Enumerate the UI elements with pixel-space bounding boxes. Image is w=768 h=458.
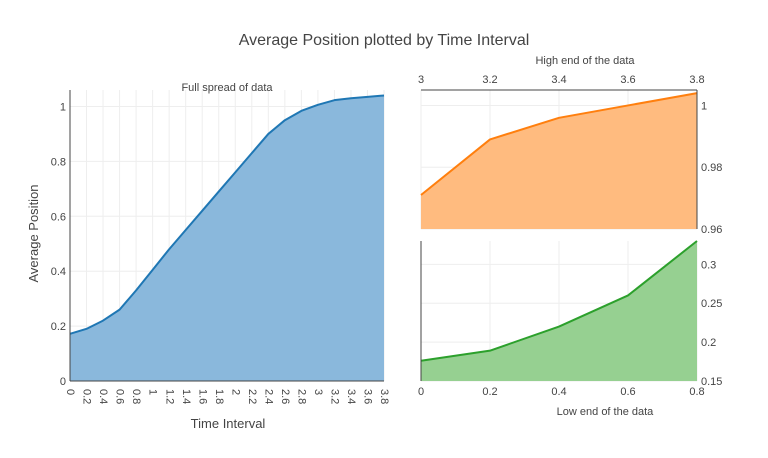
high-series-line <box>420 92 698 196</box>
main-x-tick-label: 0.8 <box>130 389 142 404</box>
main-x-tick-label: 3.6 <box>362 389 374 404</box>
high-subtitle: High end of the data <box>535 55 635 67</box>
main-x-axis-title: Time Interval <box>191 416 266 431</box>
main-x-tick-label: 0.2 <box>81 389 93 404</box>
high-area-fill <box>421 93 697 229</box>
low-subtitle: Low end of the data <box>557 406 655 418</box>
high-y-tick-label: 0.96 <box>701 224 722 236</box>
low-x-tick-label: 0.4 <box>551 386 566 398</box>
main-y-axis-title: Average Position <box>26 184 41 282</box>
main-x-tick-label: 3.4 <box>345 389 357 404</box>
main-x-tick-label: 1.2 <box>163 389 175 404</box>
main-x-tick-label: 0.4 <box>97 389 109 404</box>
main-x-tick-label: 3.8 <box>378 389 390 404</box>
main-x-tick-label: 1.8 <box>213 389 225 404</box>
low-x-tick-label: 0.2 <box>482 386 497 398</box>
low-x-tick-label: 0 <box>418 386 424 398</box>
low-x-tick-label: 0.8 <box>689 386 704 398</box>
main-subtitle: Full spread of data <box>181 82 273 94</box>
panel-high: 3 3.2 3.4 3.6 3.8 0.96 0.98 1 High end of the da… <box>418 55 722 236</box>
main-y-tick-label: 0.2 <box>51 321 66 333</box>
low-area-fill <box>421 241 697 381</box>
low-x-tick-label: 0.6 <box>620 386 635 398</box>
main-x-tick-label: 0.6 <box>114 389 126 404</box>
high-y-tick-label: 1 <box>701 100 707 112</box>
main-x-tick-label: 2 <box>229 389 241 395</box>
main-x-tick-label: 3 <box>312 389 324 395</box>
low-series-line <box>420 240 698 362</box>
main-series-line <box>69 94 385 335</box>
main-x-tick-label: 3.2 <box>329 389 341 404</box>
main-x-tick-label: 2.4 <box>262 389 274 404</box>
main-x-tick-label: 2.8 <box>295 389 307 404</box>
high-x-tick-label: 3 <box>418 74 424 86</box>
high-y-tick-label: 0.98 <box>701 162 722 174</box>
high-x-tick-label: 3.2 <box>482 74 497 86</box>
main-y-tick-label: 0.6 <box>51 211 66 223</box>
low-y-tick-label: 0.2 <box>701 337 716 349</box>
low-y-tick-label: 0.3 <box>701 259 716 271</box>
high-x-tick-label: 3.4 <box>551 74 566 86</box>
main-y-tick-label: 1 <box>60 101 66 113</box>
main-y-tick-label: 0.4 <box>51 266 66 278</box>
low-y-tick-label: 0.25 <box>701 298 722 310</box>
main-x-tick-label: 2.6 <box>279 389 291 404</box>
low-y-tick-label: 0.15 <box>701 376 722 388</box>
high-x-tick-label: 3.8 <box>689 74 704 86</box>
main-x-tick-label: 2.2 <box>246 389 258 404</box>
main-x-tick-label: 0 <box>64 389 76 395</box>
main-x-tick-label: 1 <box>147 389 159 395</box>
main-x-tick-label: 1.4 <box>180 389 192 404</box>
main-x-tick-label: 1.6 <box>196 389 208 404</box>
panel-low: 0 0.2 0.4 0.6 0.80.15 0.2 0.25 0.3 Low end of th… <box>418 240 722 418</box>
chart-title: Average Position plotted by Time Interva… <box>239 32 530 49</box>
main-y-tick-label: 0.8 <box>51 156 66 168</box>
panel-main: 0 0.2 0.4 0.6 0.8 1 1.2 1.4 1.6 1.8 2 2.2 2.4 2.6 2.8 3… <box>26 82 390 431</box>
high-x-tick-label: 3.6 <box>620 74 635 86</box>
main-y-tick-label: 0 <box>60 376 66 388</box>
main-area-fill <box>70 95 384 381</box>
